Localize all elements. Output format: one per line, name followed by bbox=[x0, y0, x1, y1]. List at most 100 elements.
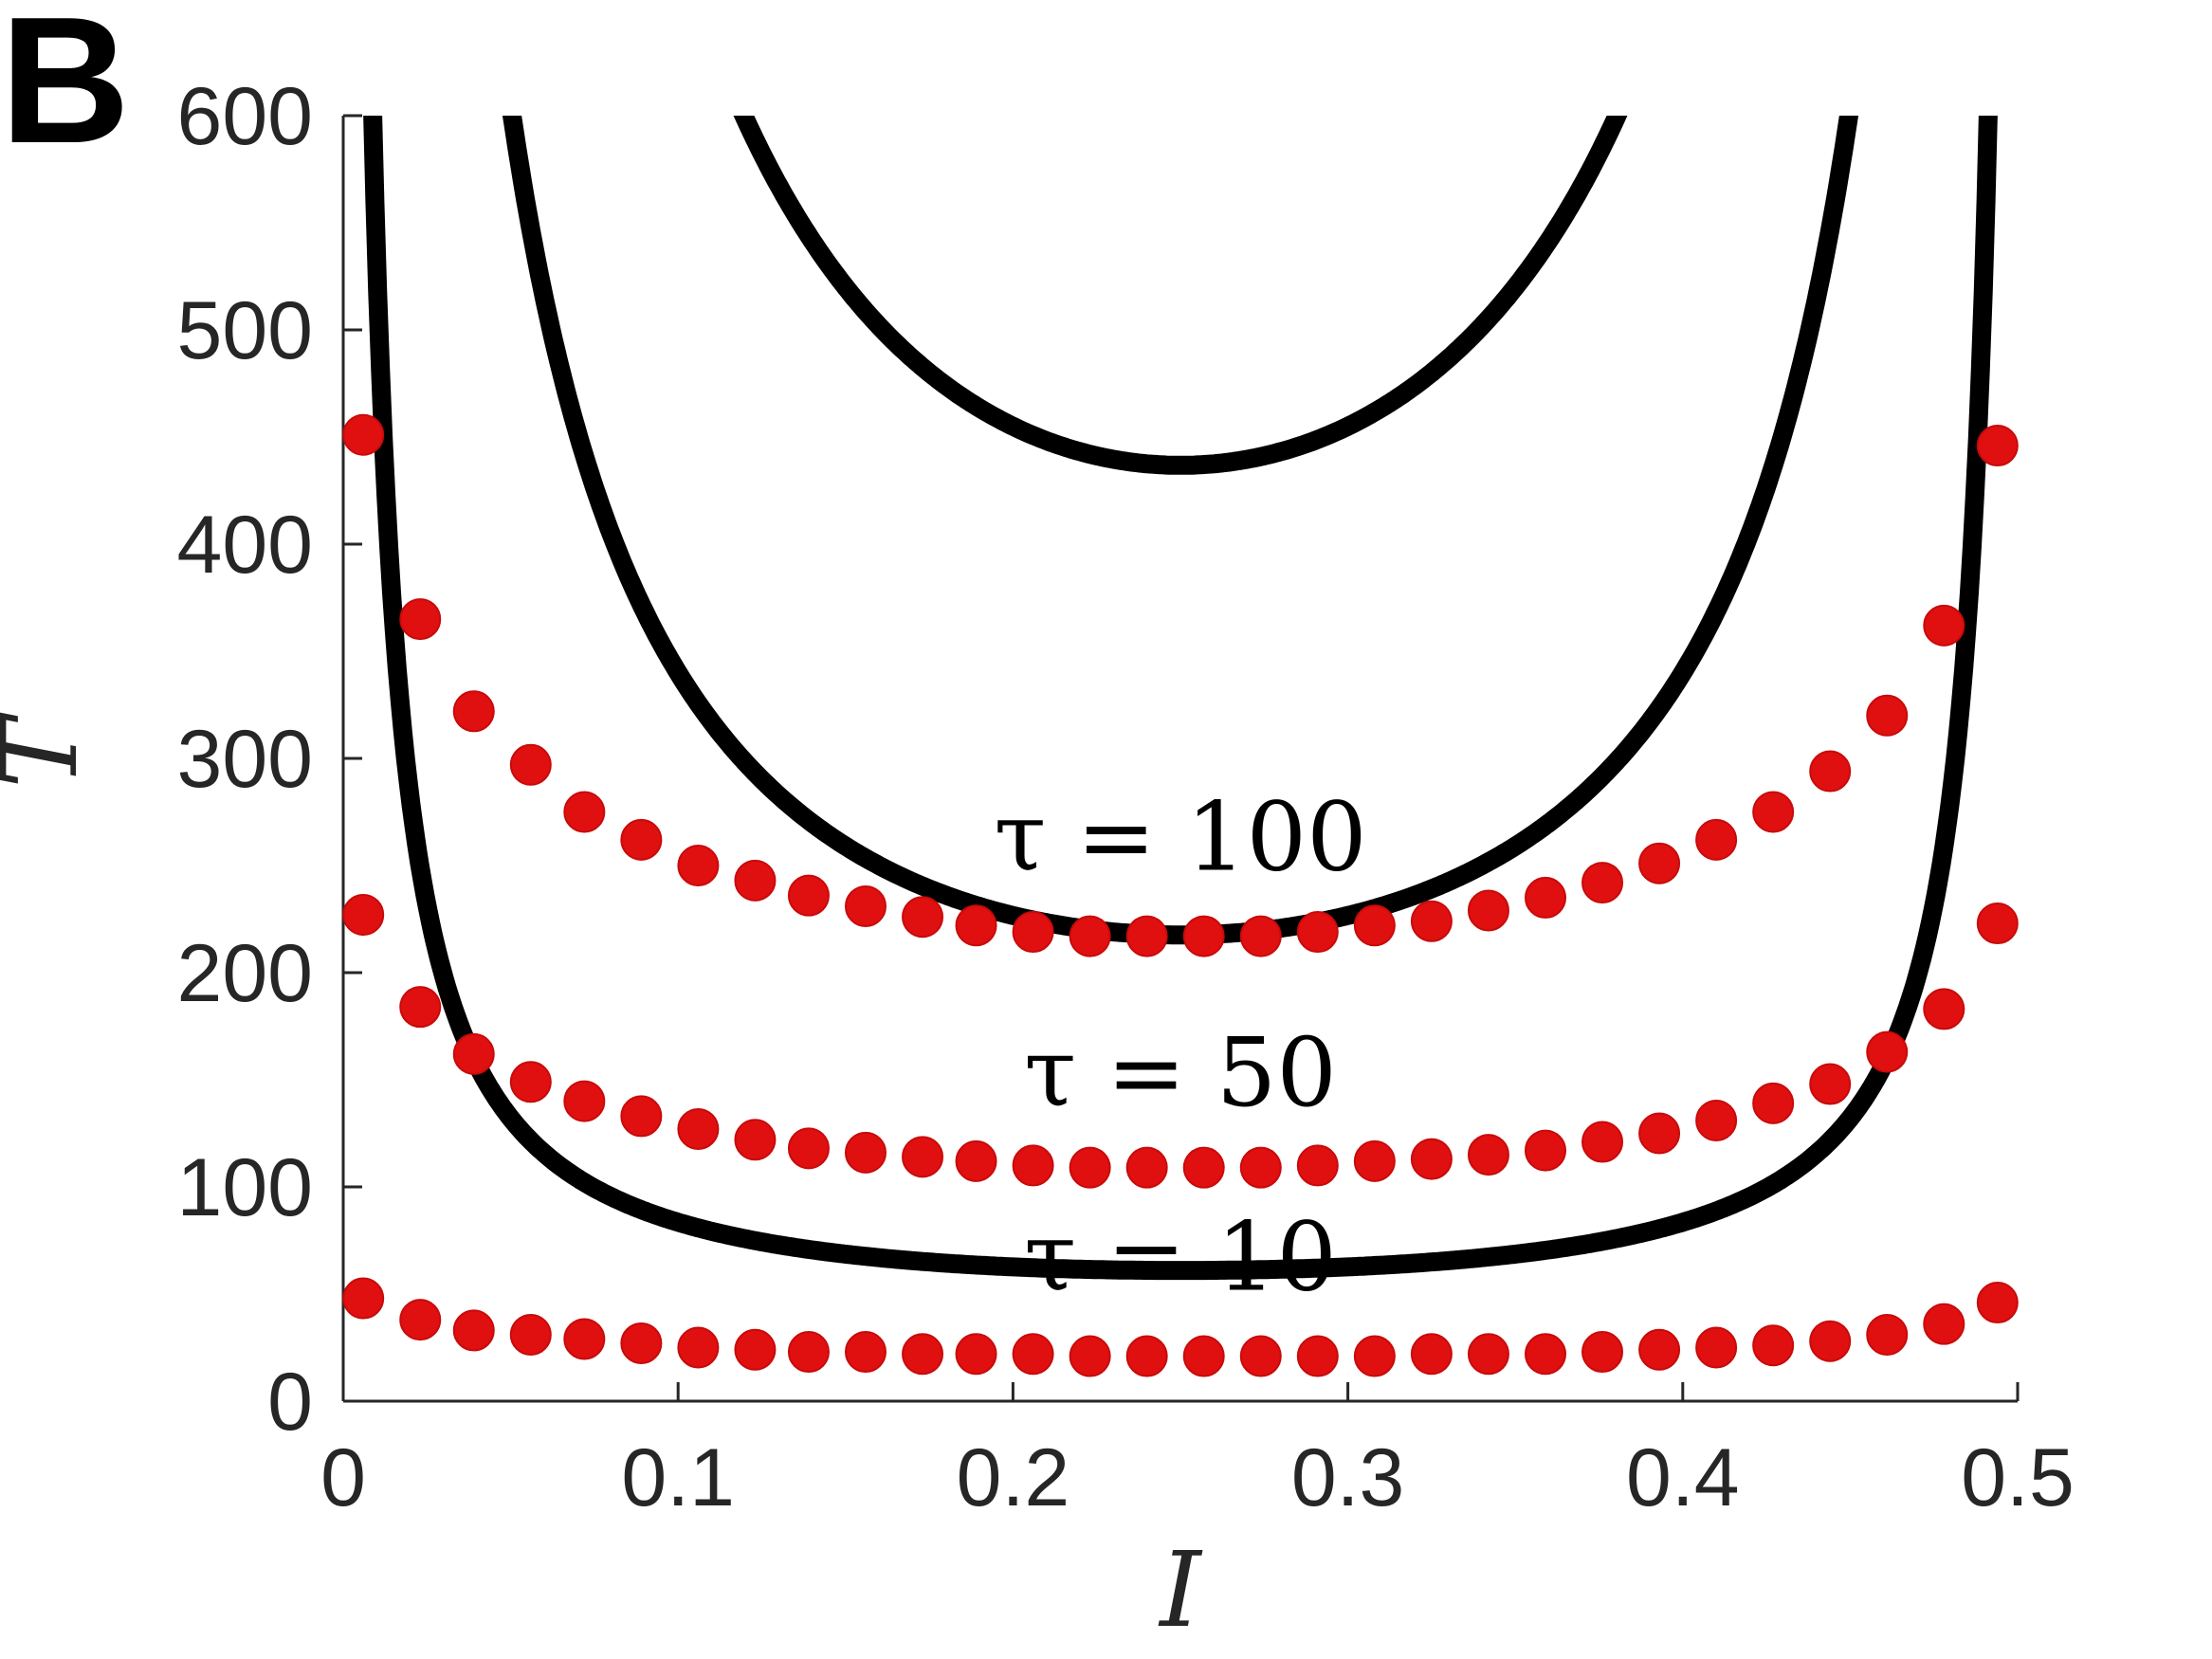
y-tick-label: 500 bbox=[177, 285, 314, 376]
data-point bbox=[1866, 1313, 1909, 1356]
data-point bbox=[342, 413, 385, 456]
data-point bbox=[1638, 842, 1681, 884]
data-point bbox=[1866, 1030, 1909, 1073]
panel-label: B bbox=[0, 0, 130, 181]
data-point bbox=[620, 1095, 663, 1138]
data-point bbox=[734, 1119, 777, 1161]
data-point bbox=[1467, 1333, 1509, 1376]
x-tick-label: 0.1 bbox=[621, 1432, 735, 1523]
data-point bbox=[1581, 1331, 1624, 1374]
data-point bbox=[563, 1318, 606, 1360]
data-point bbox=[902, 1333, 944, 1376]
data-point bbox=[1012, 1333, 1054, 1376]
x-tick-label: 0.4 bbox=[1626, 1432, 1740, 1523]
data-point bbox=[563, 791, 606, 833]
data-point bbox=[1752, 1082, 1795, 1124]
data-point bbox=[509, 1061, 552, 1103]
data-point bbox=[1239, 1335, 1282, 1377]
data-point bbox=[734, 1328, 777, 1371]
data-point bbox=[1524, 876, 1566, 919]
data-point bbox=[677, 1107, 720, 1150]
data-point bbox=[1467, 889, 1509, 932]
data-point bbox=[1353, 904, 1396, 947]
data-point bbox=[1069, 915, 1111, 957]
data-point bbox=[1125, 915, 1168, 957]
data-point bbox=[1069, 1146, 1111, 1189]
data-point bbox=[452, 1032, 495, 1075]
data-point bbox=[787, 874, 830, 917]
y-tick-label: 600 bbox=[177, 71, 314, 162]
data-point bbox=[399, 1299, 442, 1341]
data-point bbox=[1182, 1335, 1225, 1377]
data-point bbox=[342, 893, 385, 936]
series-curve bbox=[733, 116, 1628, 475]
data-point bbox=[1069, 1335, 1111, 1377]
data-point bbox=[1923, 1303, 1965, 1345]
y-tick-label: 400 bbox=[177, 500, 314, 591]
data-point bbox=[620, 818, 663, 861]
data-point bbox=[1695, 1099, 1738, 1141]
data-point bbox=[955, 904, 997, 947]
data-point bbox=[452, 690, 495, 733]
data-point bbox=[1012, 1144, 1054, 1187]
data-point bbox=[1353, 1335, 1396, 1377]
data-point bbox=[1695, 1326, 1738, 1369]
data-point bbox=[1809, 750, 1852, 793]
data-point bbox=[1809, 1063, 1852, 1105]
data-point bbox=[787, 1331, 830, 1374]
markers bbox=[342, 413, 2019, 1377]
series-label: τ = 100 bbox=[994, 782, 1367, 893]
data-point bbox=[509, 743, 552, 786]
y-axis-title: T bbox=[0, 712, 101, 789]
data-point bbox=[1012, 911, 1054, 954]
data-point bbox=[1752, 1324, 1795, 1367]
series-label: τ = 50 bbox=[1024, 1017, 1337, 1128]
x-tick-label: 0.2 bbox=[957, 1432, 1070, 1523]
data-point bbox=[955, 1139, 997, 1182]
data-point bbox=[734, 859, 777, 902]
data-point bbox=[1976, 902, 2019, 945]
data-point bbox=[1410, 1138, 1453, 1180]
x-tick-label: 0.5 bbox=[1961, 1432, 2075, 1523]
data-point bbox=[1638, 1112, 1681, 1155]
data-point bbox=[1809, 1320, 1852, 1362]
series-labels: τ = 100 τ = 50 τ = 10 bbox=[994, 782, 1367, 1313]
data-point bbox=[1410, 1333, 1453, 1376]
data-point bbox=[1125, 1335, 1168, 1377]
data-point bbox=[563, 1080, 606, 1122]
data-point bbox=[1695, 818, 1738, 861]
data-point bbox=[1923, 988, 1965, 1030]
data-point bbox=[787, 1127, 830, 1170]
data-point bbox=[342, 1277, 385, 1320]
data-point bbox=[902, 1136, 944, 1178]
data-point bbox=[1581, 862, 1624, 904]
data-point bbox=[1752, 791, 1795, 833]
axes: 0 0.1 0.2 0.3 0.4 0.5 0 100 200 300 400 500 600 bbox=[177, 71, 2075, 1523]
data-point bbox=[677, 845, 720, 886]
data-point bbox=[1182, 1146, 1225, 1189]
data-point bbox=[1524, 1129, 1566, 1172]
data-point bbox=[844, 1331, 887, 1374]
data-point bbox=[452, 1309, 495, 1352]
data-point bbox=[1976, 425, 2019, 467]
data-point bbox=[955, 1333, 997, 1376]
data-point bbox=[1866, 694, 1909, 737]
data-point bbox=[1353, 1139, 1396, 1182]
data-point bbox=[1976, 1282, 2019, 1324]
data-point bbox=[1410, 900, 1453, 942]
data-point bbox=[1182, 915, 1225, 957]
data-point bbox=[1923, 604, 1965, 647]
data-point bbox=[1239, 1146, 1282, 1189]
x-tick-label: 0.3 bbox=[1291, 1432, 1405, 1523]
data-point bbox=[1125, 1146, 1168, 1189]
data-point bbox=[1296, 1144, 1339, 1187]
data-point bbox=[1581, 1121, 1624, 1163]
y-tick-label: 0 bbox=[267, 1357, 313, 1448]
curves bbox=[363, 116, 1998, 1281]
series-label: τ = 10 bbox=[1024, 1201, 1337, 1312]
data-point bbox=[844, 884, 887, 927]
data-point bbox=[677, 1326, 720, 1369]
data-point bbox=[1296, 1335, 1339, 1377]
data-point bbox=[399, 986, 442, 1029]
